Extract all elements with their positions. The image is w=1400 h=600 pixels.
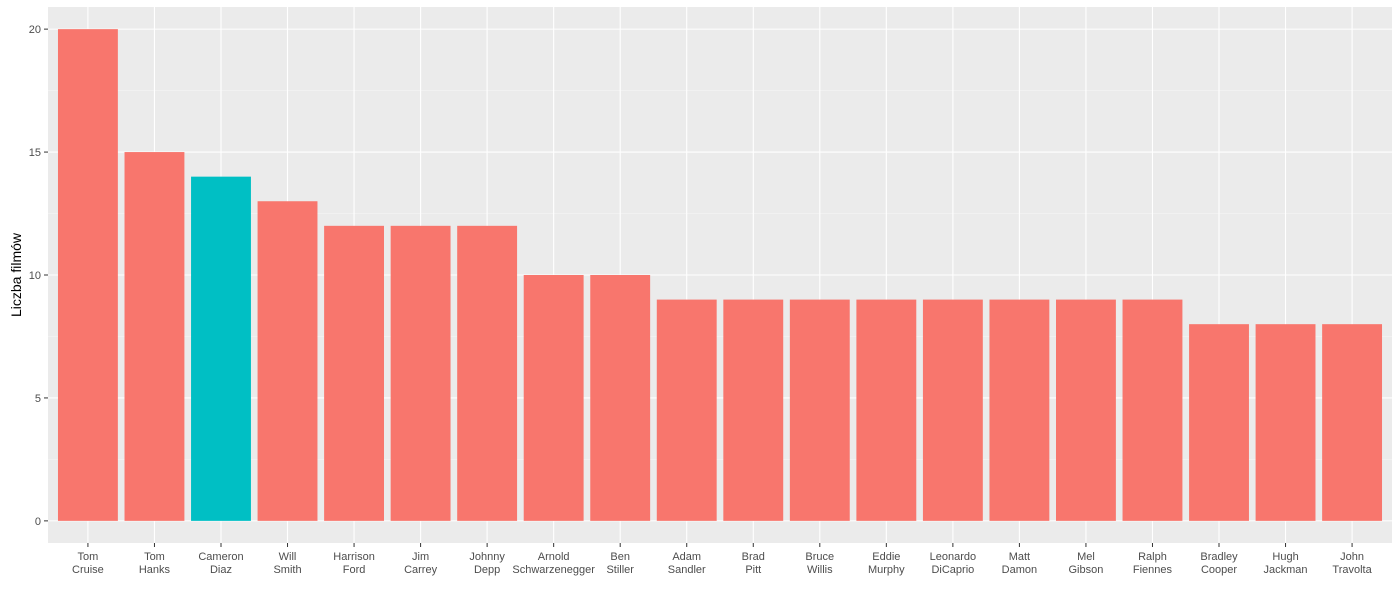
x-tick-label-line: Depp	[474, 564, 500, 576]
x-tick-label: Ben Stiller	[606, 551, 634, 576]
bar	[57, 29, 118, 521]
x-tick-label-line: DiCaprio	[931, 564, 974, 576]
y-tick-label: 5	[35, 393, 41, 405]
x-tick-label-line: Jim	[412, 551, 429, 563]
x-tick-label-line: Tom	[78, 551, 99, 563]
bars	[57, 29, 1383, 521]
x-tick-label: Bruce Willis	[805, 551, 834, 576]
x-tick-label-line: Sandler	[668, 564, 706, 576]
x-tick-label-line: Eddie	[872, 551, 900, 563]
bar	[856, 299, 917, 521]
x-tick-label-line: Mel	[1077, 551, 1095, 563]
x-tick-label: John Travolta	[1332, 551, 1372, 576]
x-tick-label: Eddie Murphy	[868, 551, 905, 576]
x-tick-label: Bradley Cooper	[1200, 551, 1238, 576]
x-tick-label-line: Fiennes	[1133, 564, 1173, 576]
x-tick-label-line: Smith	[273, 564, 301, 576]
bar	[390, 225, 451, 521]
bar	[656, 299, 717, 521]
bar	[324, 225, 384, 521]
bar	[124, 152, 185, 521]
x-tick-label: Matt Damon	[1002, 551, 1037, 576]
bar	[989, 299, 1050, 521]
x-tick-label-line: Arnold	[538, 551, 570, 563]
x-tick-label: Mel Gibson	[1069, 551, 1104, 576]
x-tick-label: Jim Carrey	[404, 551, 438, 576]
x-tick-label: Will Smith	[273, 551, 301, 576]
x-tick-label-line: Adam	[672, 551, 701, 563]
y-tick-label: 15	[29, 147, 41, 159]
x-tick-label: Ralph Fiennes	[1133, 551, 1173, 576]
y-tick-label: 0	[35, 516, 41, 528]
x-tick-label-line: Gibson	[1069, 564, 1104, 576]
x-tick-label-line: John	[1340, 551, 1364, 563]
x-tick-label-line: Matt	[1009, 551, 1030, 563]
bar	[191, 176, 251, 521]
x-tick-label-line: Jackman	[1264, 564, 1308, 576]
x-tick-label-line: Brad	[742, 551, 765, 563]
x-tick-label-line: Damon	[1002, 564, 1037, 576]
x-tick-label-line: Ford	[343, 564, 366, 576]
x-tick-label: Johnny Depp	[469, 551, 505, 576]
bar	[1122, 299, 1183, 521]
x-tick-label: Tom Hanks	[139, 551, 171, 576]
bar	[789, 299, 850, 521]
y-tick-label: 10	[29, 270, 41, 282]
bar	[723, 299, 784, 521]
x-tick-label-line: Pitt	[745, 564, 761, 576]
x-tick-label: Tom Cruise	[72, 551, 104, 576]
bar	[1255, 324, 1316, 521]
x-tick-label-line: Cruise	[72, 564, 104, 576]
x-tick-label-line: Leonardo	[930, 551, 977, 563]
x-tick-label-line: Cameron	[198, 551, 243, 563]
y-axis-title: Liczba filmów	[8, 232, 24, 317]
bar	[257, 201, 318, 521]
x-tick-label-line: Cooper	[1201, 564, 1237, 576]
x-tick-label: Arnold Schwarzenegger	[512, 551, 595, 576]
bar	[1322, 324, 1383, 521]
x-tick-label-line: Ben	[610, 551, 630, 563]
x-tick-label: Cameron Diaz	[198, 551, 243, 576]
x-tick-label: Leonardo DiCaprio	[930, 551, 977, 576]
x-tick-label-line: Harrison	[333, 551, 375, 563]
bar	[523, 275, 584, 521]
x-tick-label-line: Carrey	[404, 564, 438, 576]
x-tick-label-line: Murphy	[868, 564, 905, 576]
x-tick-label-line: Willis	[807, 564, 833, 576]
x-tick-label-line: Bradley	[1200, 551, 1238, 563]
x-tick-label-line: Diaz	[210, 564, 232, 576]
x-tick-label-line: Schwarzenegger	[512, 564, 595, 576]
x-tick-label-line: Will	[279, 551, 297, 563]
x-tick-label-line: Hanks	[139, 564, 171, 576]
x-tick-label: Hugh Jackman	[1264, 551, 1308, 576]
x-tick-label: Harrison Ford	[333, 551, 375, 576]
x-tick-label-line: Hugh	[1272, 551, 1298, 563]
bar	[457, 225, 518, 521]
y-axis: 0 5 10 15 20	[29, 24, 48, 528]
x-tick-label-line: Ralph	[1138, 551, 1167, 563]
bar	[922, 299, 983, 521]
x-tick-label-line: Johnny	[469, 551, 505, 563]
x-tick-label: Brad Pitt	[742, 551, 765, 576]
bar	[1189, 324, 1249, 521]
bar	[590, 275, 651, 521]
x-tick-label: Adam Sandler	[668, 551, 706, 576]
y-tick-label: 20	[29, 24, 41, 36]
x-tick-label-line: Stiller	[606, 564, 634, 576]
x-tick-label-line: Travolta	[1332, 564, 1372, 576]
x-tick-label-line: Tom	[144, 551, 165, 563]
x-tick-label-line: Bruce	[805, 551, 834, 563]
bar	[1056, 299, 1116, 521]
